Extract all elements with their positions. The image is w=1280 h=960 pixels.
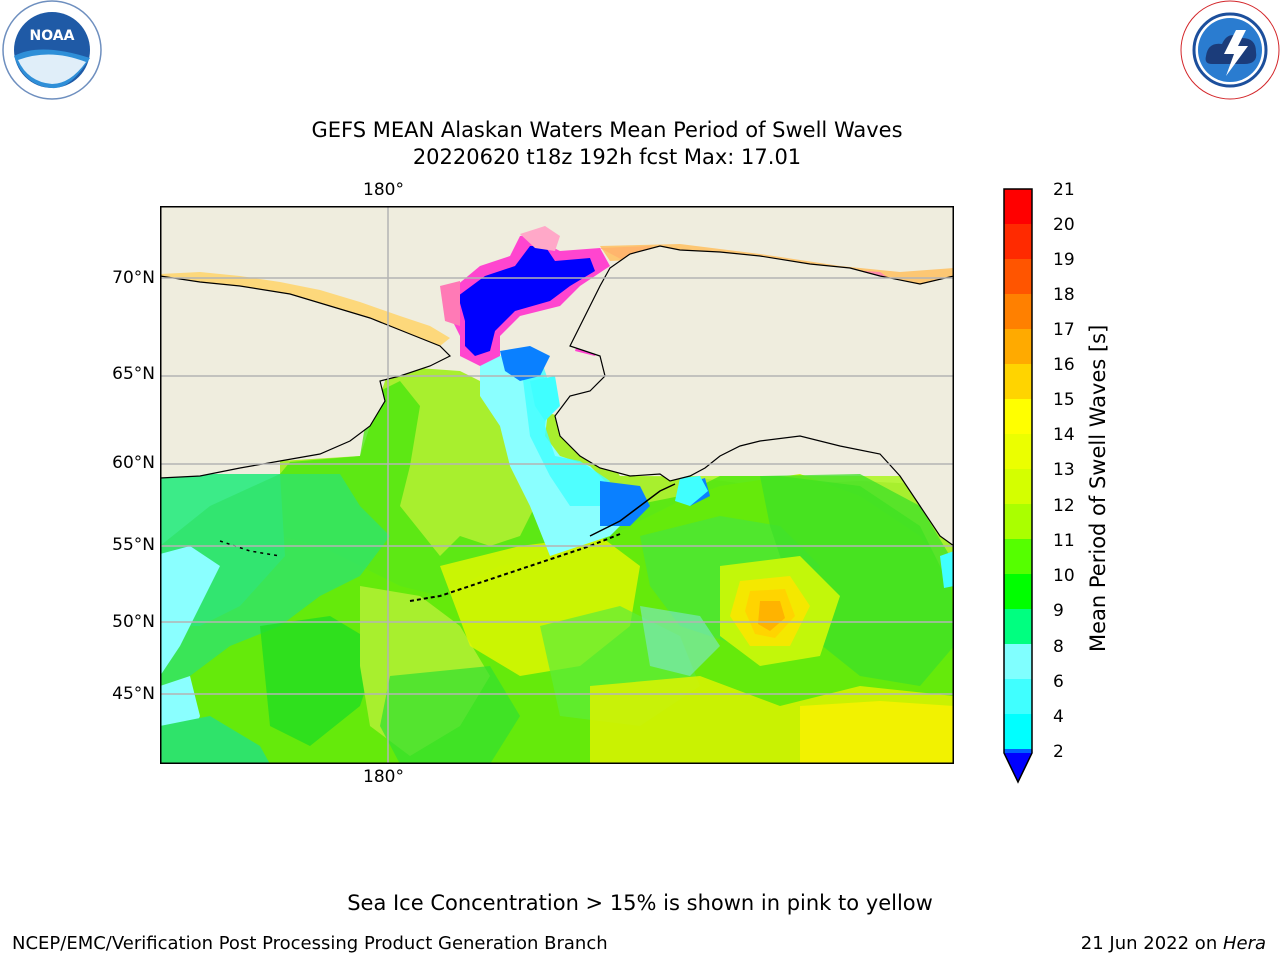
sea-ice-note: Sea Ice Concentration > 15% is shown in … <box>347 891 933 915</box>
cb-tick-18: 18 <box>1053 285 1075 305</box>
noaa-logo: NOAA <box>0 0 104 104</box>
cb-tick-20: 20 <box>1053 215 1075 235</box>
figure-title-line1: GEFS MEAN Alaskan Waters Mean Period of … <box>311 118 903 142</box>
lat-label-60: 60°N <box>112 453 155 473</box>
nws-logo <box>1178 0 1280 104</box>
lat-label-50: 50°N <box>112 612 155 632</box>
cb-tick-6: 6 <box>1053 672 1064 692</box>
cb-tick-16: 16 <box>1053 355 1075 375</box>
lon-label-bottom: 180° <box>363 767 404 787</box>
cb-tick-11: 11 <box>1053 531 1075 551</box>
footer-date: 21 Jun 2022 on Hera <box>1081 933 1266 954</box>
cb-tick-14: 14 <box>1053 425 1075 445</box>
cb-tick-8: 8 <box>1053 637 1064 657</box>
cb-tick-13: 13 <box>1053 460 1075 480</box>
cb-tick-9: 9 <box>1053 601 1064 621</box>
lat-label-65: 65°N <box>112 364 155 384</box>
cb-tick-19: 19 <box>1053 250 1075 270</box>
colorbar <box>1003 188 1033 784</box>
lat-label-45: 45°N <box>112 684 155 704</box>
lat-label-70: 70°N <box>112 268 155 288</box>
colorbar-label: Mean Period of Swell Waves [s] <box>1086 324 1110 652</box>
map-panel <box>160 206 954 764</box>
figure-title-line2: 20220620 t18z 192h fcst Max: 17.01 <box>412 145 802 169</box>
cb-tick-10: 10 <box>1053 566 1075 586</box>
cb-tick-15: 15 <box>1053 390 1075 410</box>
lat-label-55: 55°N <box>112 535 155 555</box>
footer-branch: NCEP/EMC/Verification Post Processing Pr… <box>12 933 608 954</box>
cb-tick-2: 2 <box>1053 742 1064 762</box>
svg-text:NOAA: NOAA <box>30 28 75 44</box>
cb-tick-17: 17 <box>1053 320 1075 340</box>
lon-label-top: 180° <box>363 180 404 200</box>
cb-tick-4: 4 <box>1053 707 1064 727</box>
cb-tick-21: 21 <box>1053 180 1075 200</box>
footer-host: Hera <box>1222 933 1266 954</box>
gridlines <box>160 206 954 764</box>
cb-tick-12: 12 <box>1053 496 1075 516</box>
footer-date-text: 21 Jun 2022 on <box>1080 933 1223 954</box>
